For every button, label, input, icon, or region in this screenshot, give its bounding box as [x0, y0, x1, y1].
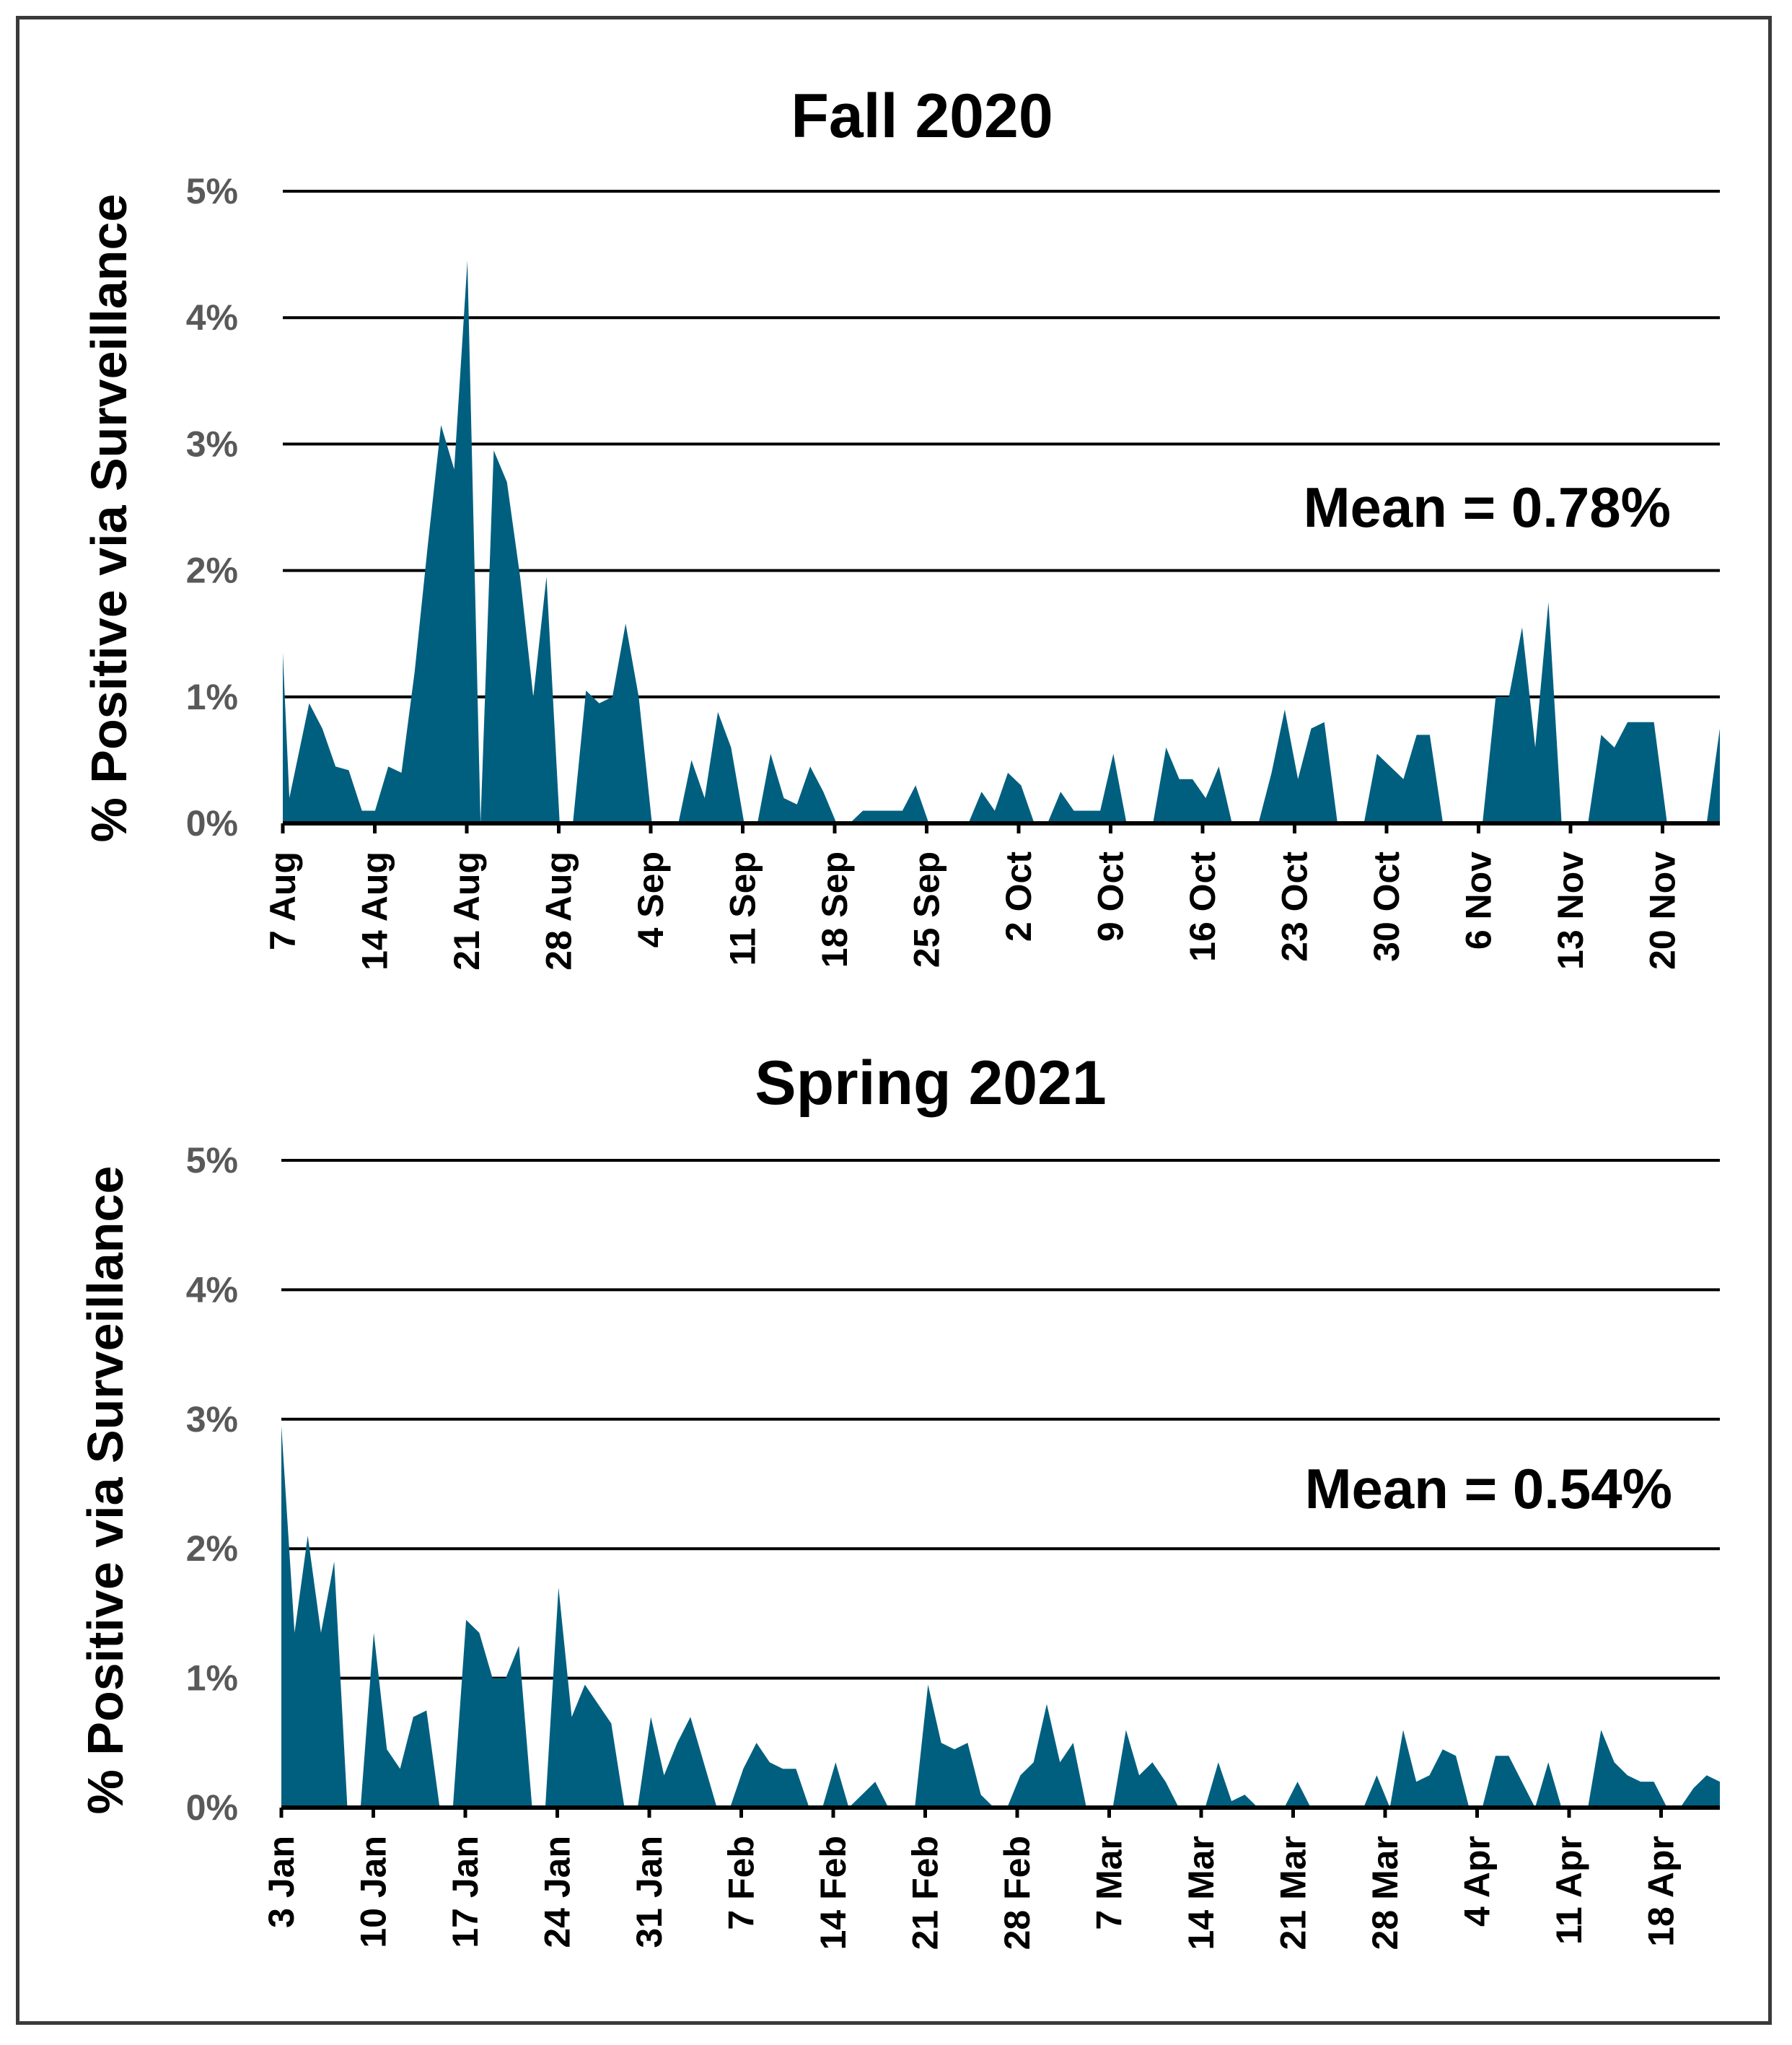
chart-title: Fall 2020: [791, 82, 1053, 151]
area-series: [281, 1425, 1720, 1808]
y-tick-label: 3%: [186, 424, 238, 464]
gridlines: [281, 1159, 1720, 1680]
y-tick-label: 3%: [186, 1399, 238, 1440]
area-series: [283, 260, 1720, 823]
chart-title: Spring 2021: [755, 1048, 1107, 1118]
x-tick-label: 9 Oct: [1091, 851, 1131, 942]
mean-annotation: Mean = 0.54%: [1305, 1457, 1672, 1520]
x-tick-label: 4 Apr: [1457, 1836, 1498, 1927]
x-tick-label: 20 Nov: [1643, 851, 1683, 970]
x-tick-label: 30 Oct: [1366, 851, 1407, 962]
y-tick-label: 2%: [186, 1528, 238, 1569]
x-tick-label: 16 Oct: [1182, 851, 1223, 962]
x-tick-label: 7 Mar: [1089, 1836, 1130, 1930]
x-tick-label: 28 Mar: [1365, 1836, 1405, 1950]
x-tick-label: 10 Jan: [353, 1836, 394, 1948]
x-tick-label: 28 Aug: [539, 851, 579, 971]
x-tick-label: 3 Jan: [261, 1836, 302, 1928]
y-tick-label: 4%: [186, 297, 238, 338]
x-tick-labels: 7 Aug 14 Aug 21 Aug 28 Aug 4 Sep 11 Sep 18 Sep…: [263, 821, 1720, 971]
x-tick-label: 21 Mar: [1273, 1836, 1314, 1950]
y-tick-label: 1%: [186, 1658, 238, 1699]
x-tick-label: 2 Oct: [998, 851, 1039, 942]
fall-2020-panel: Fall 2020 % Positive via Surveillance 0%…: [81, 82, 1720, 971]
x-tick-label: 7 Aug: [263, 851, 303, 950]
x-tick-label: 18 Apr: [1641, 1836, 1682, 1947]
x-tick-label: 7 Feb: [721, 1836, 762, 1930]
x-tick-label: 14 Aug: [355, 851, 395, 971]
area-fill: [281, 1425, 1720, 1808]
spring-2021-panel: Spring 2021 % Positive via Surveillance …: [77, 1048, 1720, 1950]
y-tick-labels: 0% 1% 2% 3% 4% 5%: [186, 171, 238, 844]
x-tick-label: 4 Sep: [631, 851, 671, 947]
y-tick-label: 5%: [186, 1140, 238, 1181]
x-tick-label: 13 Nov: [1550, 851, 1591, 970]
x-tick-label: 21 Feb: [905, 1836, 946, 1950]
y-tick-label: 5%: [186, 171, 238, 211]
mean-annotation: Mean = 0.78%: [1304, 476, 1671, 539]
x-tick-label: 23 Oct: [1275, 851, 1315, 962]
y-tick-labels: 0% 1% 2% 3% 4% 5%: [186, 1140, 238, 1828]
area-fill: [283, 260, 1720, 823]
y-tick-label: 0%: [186, 1787, 238, 1828]
x-tick-label: 18 Sep: [814, 851, 855, 968]
x-tick-label: 25 Sep: [907, 851, 947, 968]
y-tick-label: 2%: [186, 551, 238, 591]
y-axis-label: % Positive via Surveillance: [81, 194, 137, 843]
x-tick-label: 17 Jan: [445, 1836, 486, 1948]
x-tick-label: 21 Aug: [447, 851, 487, 971]
x-tick-label: 14 Mar: [1181, 1836, 1221, 1950]
y-tick-label: 0%: [186, 803, 238, 844]
x-tick-label: 24 Jan: [537, 1836, 578, 1948]
y-axis-label: % Positive via Surveillance: [77, 1166, 133, 1815]
x-tick-label: 28 Feb: [997, 1836, 1037, 1950]
x-tick-label: 14 Feb: [813, 1836, 853, 1950]
x-tick-label: 11 Apr: [1549, 1836, 1589, 1945]
x-tick-label: 31 Jan: [629, 1836, 669, 1948]
x-tick-label: 11 Sep: [723, 851, 763, 965]
x-tick-labels: 3 Jan 10 Jan 17 Jan 24 Jan 31 Jan 7 Feb 14 Feb…: [261, 1805, 1720, 1950]
y-tick-label: 1%: [186, 677, 238, 717]
x-tick-label: 6 Nov: [1459, 851, 1499, 950]
y-tick-label: 4%: [186, 1269, 238, 1310]
